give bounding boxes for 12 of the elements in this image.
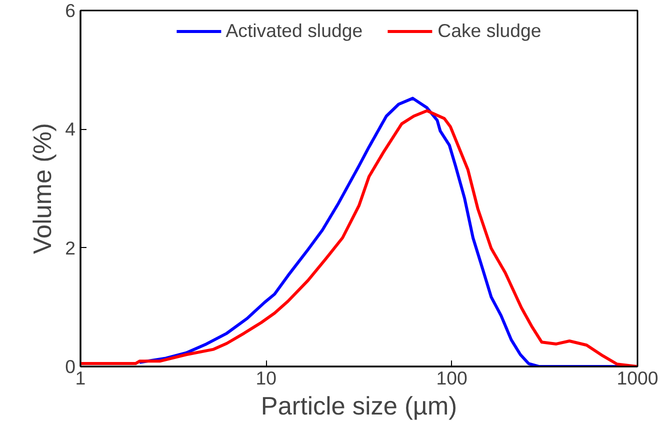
x-tick-label: 100 [436,368,468,388]
y-tick-label: 2 [65,237,76,258]
y-axis-title: Volume (%) [29,123,58,254]
y-tick-label: 6 [65,0,76,21]
x-tick-label: 1000 [616,368,658,388]
y-tick-label: 4 [65,118,76,140]
legend-label: Cake sludge [438,20,542,42]
y-tick-label: 0 [65,356,76,377]
x-axis-title: Particle size (µm) [260,392,458,420]
x-tick-label: 10 [256,368,277,388]
x-tick-label: 1 [75,368,86,388]
legend-label: Activated sludge [226,20,363,42]
